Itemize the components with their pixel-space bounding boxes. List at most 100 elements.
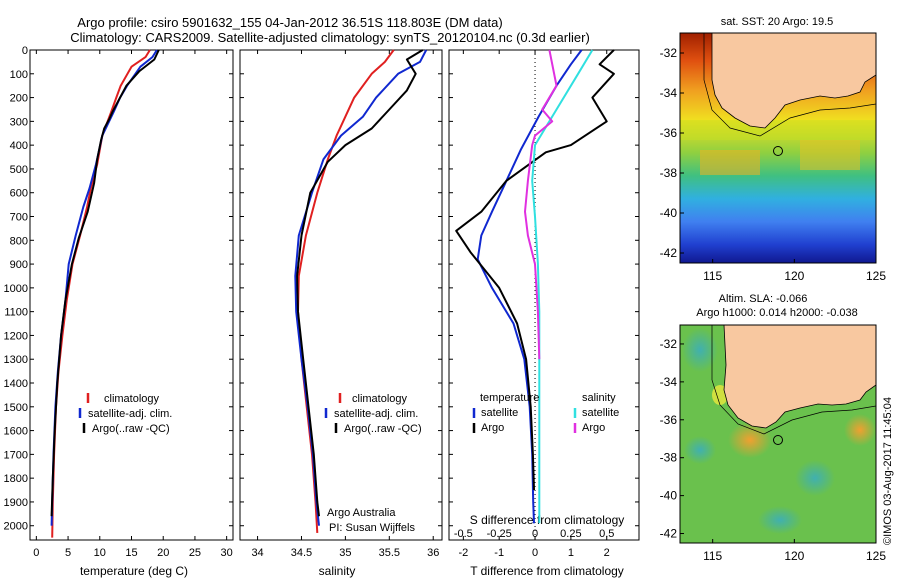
sst-lat-tick-label: -34 — [660, 86, 678, 100]
difference-T-tick-label: 2 — [604, 547, 610, 559]
pressure-tick-label: 1500 — [4, 402, 28, 414]
salinity-tick-label: 35 — [339, 547, 351, 559]
series-line-salinity-argo — [524, 49, 558, 360]
pressure-tick-label: 1200 — [4, 330, 28, 342]
temperature-axis: 0 5 10 15 20 25 30 — [33, 50, 233, 559]
legend-label: climatology — [352, 393, 408, 405]
pressure-tick-label: 1000 — [4, 283, 28, 295]
legend-title-salinity: salinity — [582, 392, 616, 404]
temperature-tick-label: 25 — [189, 547, 201, 559]
difference-xlabel-S: S difference from climatology — [470, 513, 625, 527]
pressure-axis: 0 100 200 300 400 500 600 700 800 900 1000 1100 1200… — [4, 45, 639, 533]
sst-map-title: sat. SST: 20 Argo: 19.5 — [721, 16, 834, 28]
temperature-tick-label: 20 — [157, 547, 169, 559]
pressure-tick-label: 1400 — [4, 378, 28, 390]
difference-S-tick-label: -0.25 — [487, 528, 512, 540]
pressure-tick-label: 2000 — [4, 521, 28, 533]
side-stamp: ©IMOS 03-Aug-2017 11:45:04 — [882, 397, 894, 545]
pressure-tick-label: 1600 — [4, 426, 28, 438]
temperature-xlabel: temperature (deg C) — [80, 564, 188, 578]
sst-lon-tick-label: 115 — [703, 269, 722, 283]
sst-lat-tick-label: -38 — [660, 166, 678, 180]
legend-label: satellite — [582, 407, 619, 419]
pressure-tick-label: 800 — [10, 235, 28, 247]
pressure-tick-label: 1300 — [4, 354, 28, 366]
sst-shelf-contour — [703, 33, 876, 137]
series-line-temperature-satellite — [476, 49, 583, 524]
salinity-tick-label: 35.5 — [379, 547, 400, 559]
pressure-tick-label: 600 — [10, 188, 28, 200]
salinity-series — [294, 49, 428, 533]
credit-line2: PI: Susan Wijffels — [329, 522, 415, 534]
sla-shelf-contour — [711, 325, 876, 435]
sla-lat-tick-label: -38 — [660, 451, 678, 465]
sst-lat-tick-label: -42 — [660, 246, 678, 260]
sst-lon-tick-label: 120 — [784, 269, 804, 283]
difference-T-tick-label: -1 — [494, 547, 504, 559]
series-line-argo-raw-qc- — [50, 49, 160, 517]
salinity-plot-frame — [239, 49, 443, 541]
legend-label: satellite-adj. clim. — [334, 408, 418, 420]
temperature-series — [50, 49, 160, 538]
sla-lat-tick-label: -36 — [660, 413, 678, 427]
sla-lat-tick-label: -40 — [660, 489, 678, 503]
sst-map — [680, 33, 876, 263]
sst-land — [711, 33, 876, 129]
sst-lat-tick-label: -40 — [660, 206, 678, 220]
temperature-tick-label: 0 — [33, 547, 39, 559]
pressure-tick-label: 1900 — [4, 497, 28, 509]
salinity-xlabel: salinity — [319, 564, 356, 578]
legend-label: satellite — [481, 407, 518, 419]
difference-T-tick-label: -2 — [458, 547, 468, 559]
sla-lon-tick-label: 125 — [866, 549, 886, 563]
temperature-tick-label: 5 — [65, 547, 71, 559]
temperature-legend: climatology satellite-adj. clim. Argo(..… — [78, 393, 172, 435]
temperature-plot-frame — [29, 49, 234, 541]
sst-lon-tick-label: 125 — [866, 269, 886, 283]
figure-title-line1: Argo profile: csiro 5901632_155 04-Jan-2… — [77, 15, 502, 30]
legend-label: Argo(..raw -QC) — [344, 423, 422, 435]
pressure-tick-label: 0 — [22, 45, 28, 57]
difference-S-tick-label: 0.5 — [599, 528, 614, 540]
sla-argo-marker — [773, 435, 783, 445]
difference-S-tick-label: 0.25 — [560, 528, 581, 540]
pressure-tick-label: 900 — [10, 259, 28, 271]
salinity-axis: 34 34.5 35 35.5 36 — [251, 50, 439, 559]
pressure-tick-label: 300 — [10, 116, 28, 128]
difference-T-tick-label: 0 — [532, 547, 538, 559]
map-axes: 115 120 125 -32 -34 -36 -38 -40 -42 115 120 125 -32 -… — [660, 46, 887, 563]
pressure-tick-label: 100 — [10, 69, 28, 81]
salinity-legend: climatology satellite-adj. clim. Argo(..… — [324, 393, 422, 435]
difference-T-tick-label: 1 — [568, 547, 574, 559]
sla-map-title-line2: Argo h1000: 0.014 h2000: -0.038 — [696, 307, 857, 319]
pressure-tick-label: 400 — [10, 140, 28, 152]
pressure-tick-label: 1100 — [4, 307, 28, 319]
sla-lat-tick-label: -32 — [660, 337, 678, 351]
legend-label: climatology — [104, 393, 160, 405]
legend-label: Argo — [481, 422, 504, 434]
sla-lon-tick-label: 120 — [784, 549, 804, 563]
sla-map-frame — [679, 324, 877, 544]
pressure-tick-label: 200 — [10, 93, 28, 105]
pressure-tick-label: 500 — [10, 164, 28, 176]
difference-S-tick-label: -0.5 — [454, 528, 473, 540]
difference-plot-frame — [448, 49, 640, 541]
series-line-salinity-satellite — [531, 49, 594, 524]
series-line-temperature-argo — [455, 49, 615, 491]
sla-map-title-line1: Altim. SLA: -0.066 — [719, 293, 808, 305]
sla-lat-tick-label: -34 — [660, 375, 678, 389]
difference-series — [455, 49, 615, 524]
pressure-tick-label: 700 — [10, 212, 28, 224]
salinity-tick-label: 34.5 — [291, 547, 312, 559]
sst-map-frame — [679, 32, 877, 264]
series-line-satellite-adj-clim- — [294, 49, 428, 526]
legend-title-temperature: temperature — [480, 392, 539, 404]
pressure-tick-label: 1700 — [4, 449, 28, 461]
sla-lat-tick-label: -42 — [660, 527, 678, 541]
temperature-tick-label: 10 — [94, 547, 106, 559]
legend-label: satellite-adj. clim. — [88, 408, 172, 420]
difference-xlabel-T: T difference from climatology — [470, 564, 624, 578]
sla-lon-tick-label: 115 — [703, 549, 722, 563]
salinity-tick-label: 36 — [427, 547, 439, 559]
